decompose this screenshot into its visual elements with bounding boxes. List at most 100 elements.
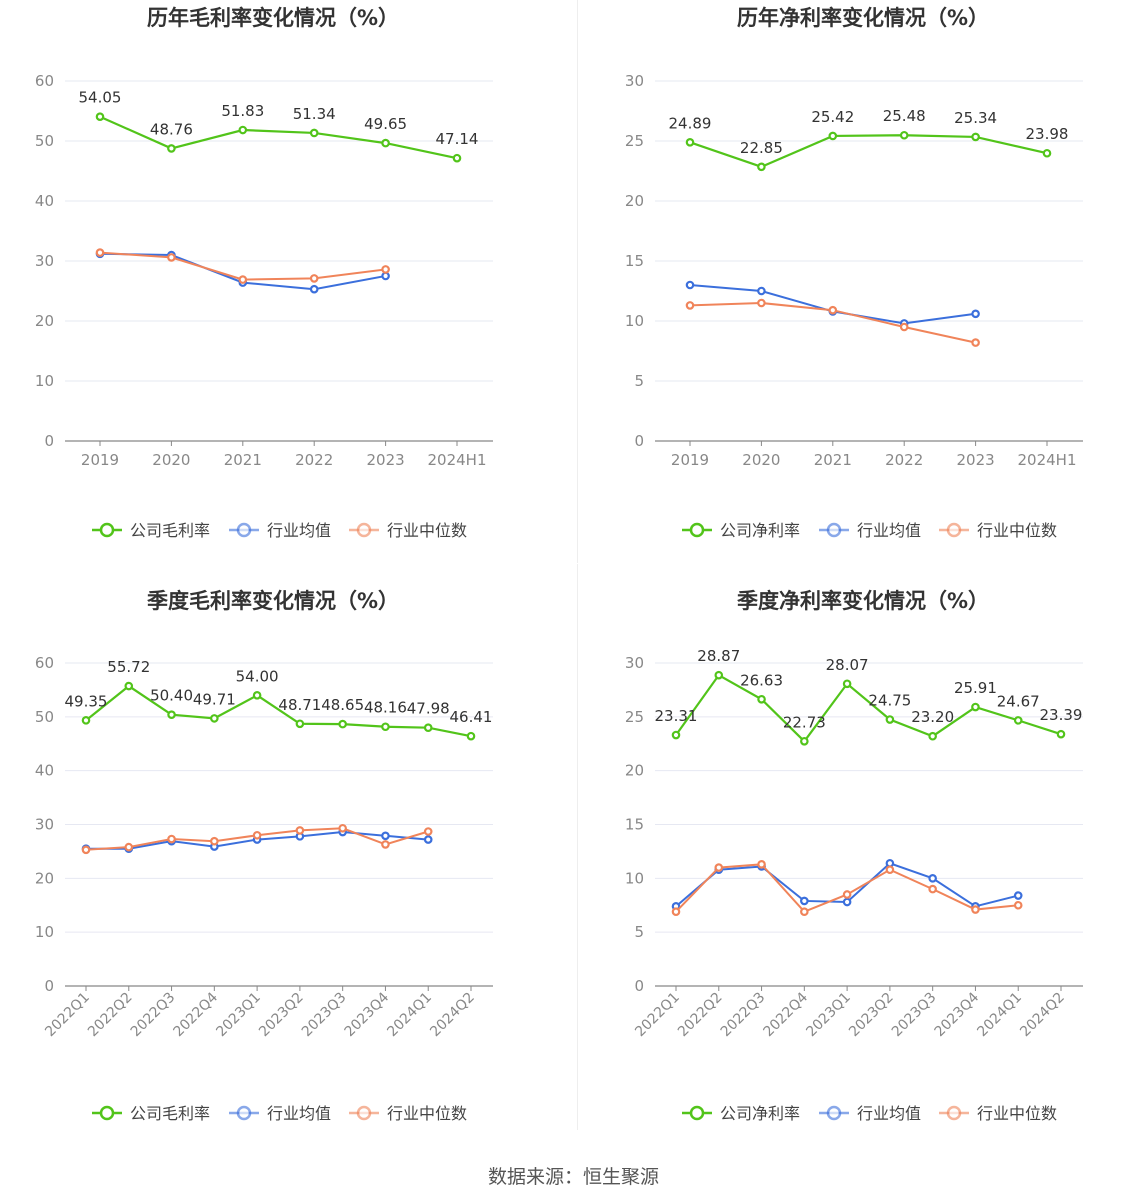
data-point-industry_median bbox=[971, 905, 980, 914]
x-tick-label: 2021 bbox=[814, 451, 852, 469]
data-point-company bbox=[381, 138, 390, 148]
data-point-company bbox=[800, 736, 809, 746]
series-line-company bbox=[85, 684, 472, 738]
y-tick-label: 20 bbox=[625, 192, 644, 210]
x-tick-label: 2020 bbox=[152, 451, 190, 469]
legend-label: 行业中位数 bbox=[977, 521, 1057, 540]
legend-marker bbox=[946, 522, 962, 538]
x-tick-label: 2023Q1 bbox=[213, 990, 264, 1041]
data-point-industry_median bbox=[81, 845, 91, 855]
data-point-company bbox=[309, 128, 319, 138]
data-point-industry_avg bbox=[800, 896, 809, 906]
data-label: 47.98 bbox=[407, 700, 450, 718]
data-point-company bbox=[338, 719, 347, 729]
data-label: 25.91 bbox=[954, 679, 997, 697]
data-point-industry_median bbox=[381, 840, 390, 849]
data-point-company bbox=[210, 714, 219, 723]
data-point-industry_median bbox=[252, 830, 262, 840]
data-point-industry_median bbox=[685, 301, 695, 310]
x-tick-label: 2022 bbox=[295, 451, 333, 469]
legend-label: 公司毛利率 bbox=[130, 1104, 210, 1123]
data-point-industry_avg bbox=[928, 874, 937, 883]
x-tick-label: 2019 bbox=[671, 451, 709, 469]
data-point-company bbox=[971, 702, 980, 712]
data-point-company bbox=[757, 694, 766, 704]
data-point-company bbox=[124, 681, 134, 691]
legend-marker bbox=[356, 522, 372, 538]
y-tick-label: 15 bbox=[625, 816, 644, 834]
x-tick-label: 2019 bbox=[81, 451, 119, 469]
data-point-company bbox=[238, 125, 248, 135]
legend-label: 行业均值 bbox=[267, 1104, 331, 1123]
data-label: 23.98 bbox=[1026, 125, 1069, 143]
x-tick-label: 2024Q2 bbox=[427, 990, 478, 1041]
data-point-industry_median bbox=[928, 884, 937, 894]
x-tick-label: 2023Q2 bbox=[846, 990, 897, 1041]
y-tick-label: 0 bbox=[634, 432, 644, 450]
data-point-industry_avg bbox=[1013, 891, 1023, 900]
data-point-industry_median bbox=[95, 248, 105, 257]
y-tick-label: 50 bbox=[35, 708, 54, 726]
y-tick-label: 0 bbox=[44, 432, 54, 450]
y-tick-label: 25 bbox=[625, 708, 644, 726]
y-tick-label: 30 bbox=[35, 252, 54, 270]
x-tick-label: 2022Q1 bbox=[42, 990, 93, 1041]
chart-title: 季度净利率变化情况（%） bbox=[737, 589, 989, 613]
data-point-industry_median bbox=[238, 275, 248, 284]
chart-title: 历年毛利率变化情况（%） bbox=[147, 6, 399, 30]
data-point-industry_median bbox=[671, 907, 681, 917]
x-tick-label: 2023Q2 bbox=[256, 990, 307, 1041]
data-point-company bbox=[928, 731, 937, 741]
x-tick-label: 2022 bbox=[885, 451, 923, 469]
data-label: 49.65 bbox=[364, 115, 407, 133]
data-point-company bbox=[671, 730, 681, 740]
data-point-company bbox=[971, 132, 980, 142]
series-line-company bbox=[99, 115, 458, 160]
data-label: 54.05 bbox=[79, 89, 122, 107]
data-point-industry_median bbox=[124, 842, 134, 852]
y-tick-label: 60 bbox=[35, 72, 54, 90]
data-label: 47.14 bbox=[436, 130, 479, 148]
data-point-company bbox=[714, 670, 724, 680]
data-label: 55.72 bbox=[107, 658, 150, 676]
data-point-industry_median bbox=[338, 823, 347, 833]
data-point-company bbox=[452, 153, 462, 163]
legend-item-industry_avg: 行业均值 bbox=[819, 521, 921, 540]
y-tick-label: 10 bbox=[35, 923, 54, 941]
data-label: 25.34 bbox=[954, 109, 997, 127]
data-label: 51.34 bbox=[293, 105, 336, 123]
data-point-industry_median bbox=[381, 265, 390, 274]
data-label: 24.75 bbox=[868, 692, 911, 710]
source-text: 数据来源：恒生聚源 bbox=[487, 1166, 659, 1188]
legend-label: 公司净利率 bbox=[720, 521, 800, 540]
legend-label: 行业中位数 bbox=[387, 521, 467, 540]
legend-item-industry_median: 行业中位数 bbox=[939, 521, 1057, 540]
data-point-industry_median bbox=[800, 907, 809, 917]
legend-item-industry_avg: 行业均值 bbox=[229, 1104, 331, 1123]
data-label: 48.65 bbox=[321, 696, 364, 714]
data-label: 50.40 bbox=[150, 687, 193, 705]
legend-label: 公司毛利率 bbox=[130, 521, 210, 540]
data-point-company bbox=[167, 710, 176, 719]
data-label: 24.89 bbox=[669, 114, 712, 132]
y-tick-label: 0 bbox=[634, 977, 644, 995]
data-point-company bbox=[885, 715, 895, 724]
y-tick-label: 20 bbox=[625, 762, 644, 780]
y-tick-label: 30 bbox=[625, 654, 644, 672]
x-tick-label: 2022Q4 bbox=[761, 989, 812, 1040]
legend-label: 行业均值 bbox=[267, 521, 331, 540]
x-tick-label: 2024Q1 bbox=[974, 990, 1025, 1041]
data-point-company bbox=[828, 131, 838, 141]
x-tick-label: 2022Q2 bbox=[85, 990, 136, 1041]
data-point-company bbox=[1042, 148, 1052, 158]
data-label: 48.76 bbox=[150, 120, 193, 138]
data-point-industry_avg bbox=[757, 286, 766, 296]
x-tick-label: 2023Q4 bbox=[932, 989, 983, 1040]
chart-title: 历年净利率变化情况（%） bbox=[737, 6, 989, 30]
data-label: 22.85 bbox=[740, 139, 783, 157]
data-point-industry_avg bbox=[842, 897, 852, 907]
data-point-company bbox=[899, 130, 909, 140]
data-point-industry_median bbox=[757, 298, 766, 308]
legend-marker bbox=[236, 1105, 252, 1121]
